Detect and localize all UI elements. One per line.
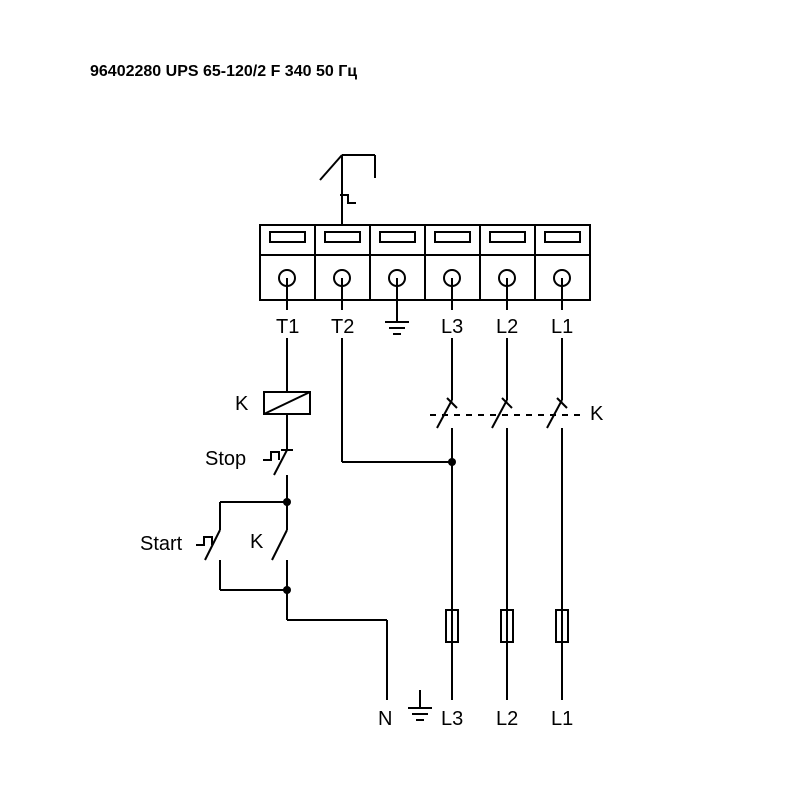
start-branch (196, 502, 287, 590)
aux-k-label: K (250, 531, 264, 553)
overload-symbol (320, 155, 375, 225)
ground-symbol-bottom (408, 690, 432, 720)
bottom-label-l3: L3 (441, 708, 463, 730)
bottom-labels: N L3 L2 L1 (378, 708, 573, 730)
stop-label: Stop (205, 448, 246, 470)
start-label: Start (140, 533, 183, 555)
bottom-label-l1: L1 (551, 708, 573, 730)
wires (287, 338, 562, 462)
terminal-label-l3: L3 (441, 316, 463, 338)
terminal-label-l1: L1 (551, 316, 573, 338)
bottom-label-n: N (378, 708, 392, 730)
page-title: 96402280 UPS 65-120/2 F 340 50 Гц (90, 63, 357, 80)
wiring-diagram: 96402280 UPS 65-120/2 F 340 50 Гц (0, 0, 800, 800)
relay-coil-label: K (235, 393, 249, 415)
terminal-label-t2: T2 (331, 316, 354, 338)
ground-symbol-top (385, 310, 409, 334)
terminal-block (260, 225, 590, 310)
fuses (446, 606, 568, 700)
terminal-label-t1: T1 (276, 316, 299, 338)
contactor-contacts (430, 398, 582, 610)
stop-button (263, 440, 293, 502)
terminal-labels: T1 T2 L3 L2 L1 (276, 316, 573, 338)
contactor-label-right: K (590, 403, 604, 425)
neutral-path (287, 458, 456, 700)
bottom-label-l2: L2 (496, 708, 518, 730)
relay-coil (264, 392, 310, 440)
terminal-label-l2: L2 (496, 316, 518, 338)
